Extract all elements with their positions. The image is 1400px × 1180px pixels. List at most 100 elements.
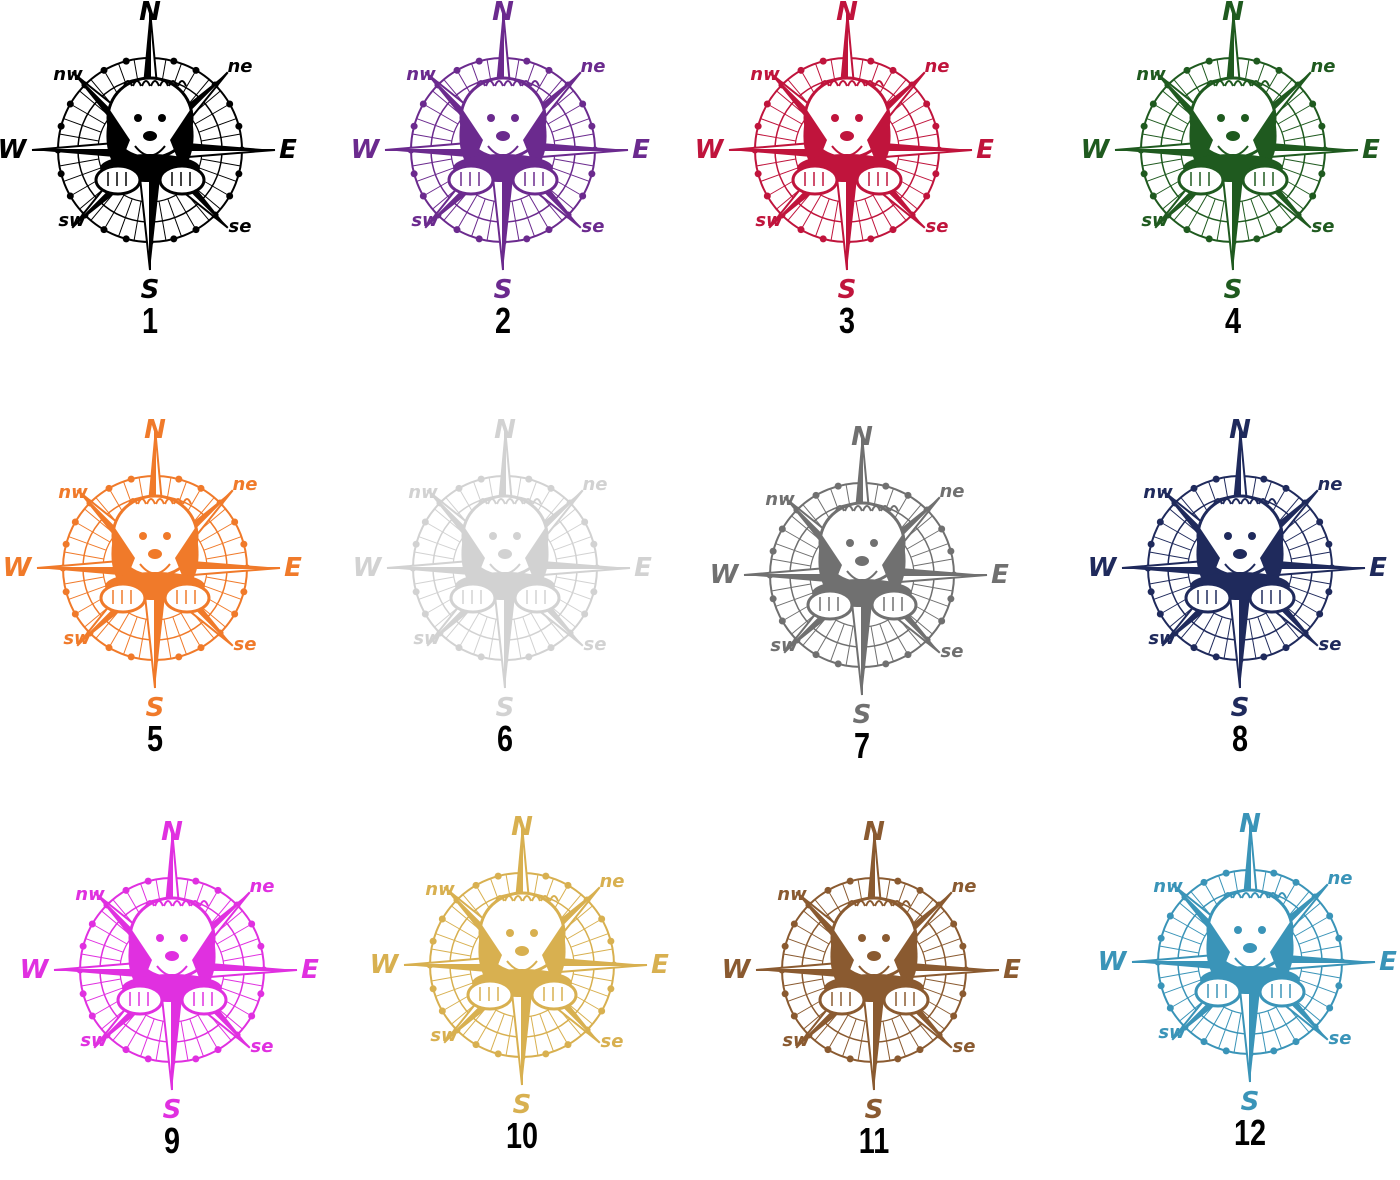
compass-label-s: S (496, 693, 515, 723)
compass-tick (830, 623, 845, 662)
compass-label-w: W (1088, 553, 1118, 583)
compass-tick (59, 133, 99, 142)
compass-tick (1301, 945, 1341, 954)
compass-tick (1142, 158, 1182, 167)
compass-rose-dog-illustration: N S E Wne nw se sw (370, 812, 669, 1120)
ring-dot (1325, 540, 1333, 548)
ring-dot (819, 235, 827, 243)
compass-tick (133, 201, 142, 241)
compass-label-s: S (838, 275, 857, 305)
compass-label-w: W (370, 950, 400, 980)
compass-label-ne: ne (582, 474, 607, 495)
compass-label-sw: sw (1158, 1022, 1186, 1043)
compass-tick (922, 987, 961, 1002)
compass-label-sw: sw (430, 1025, 458, 1046)
compass-tick (1233, 1013, 1242, 1053)
compass-label-w: W (351, 135, 381, 165)
ring-dot (62, 540, 70, 548)
compass-tick (1267, 1010, 1282, 1049)
compass-label-s: S (1224, 275, 1243, 305)
compass-tick (787, 938, 826, 953)
compass-label-e: E (1369, 553, 1387, 583)
compass-tick (1193, 612, 1215, 648)
ring-dot (542, 1050, 550, 1058)
compass-label-w: W (1081, 135, 1111, 165)
compass-tick (756, 133, 796, 142)
compass-tick (180, 1021, 189, 1061)
compass-tick (1298, 930, 1337, 945)
compass-label-e: E (1003, 955, 1021, 985)
compass-tick (85, 987, 124, 1002)
compass-label-e: E (632, 135, 650, 165)
compass-tick (81, 978, 121, 987)
compass-label-sw: sw (770, 635, 798, 656)
compass-label-e: E (976, 135, 994, 165)
compass-label-n: N (1222, 0, 1244, 27)
compass-tick (203, 585, 242, 600)
ring-dot (419, 100, 427, 108)
compass-tick (815, 619, 837, 655)
ring-dot (1318, 170, 1326, 178)
compass-tick (1298, 979, 1337, 994)
ring-dot (419, 192, 427, 200)
compass-tick (794, 923, 830, 945)
compass-label-se: se (234, 634, 257, 655)
ring-dot (1260, 475, 1268, 483)
compass-label-nw: nw (765, 489, 795, 510)
compass-tick (155, 1021, 164, 1061)
ring-dot (175, 475, 183, 483)
compass-label-se: se (953, 1036, 976, 1057)
ring-dot (122, 57, 130, 65)
ring-dot (1335, 934, 1343, 942)
ring-dot (57, 170, 65, 178)
compass-tick (864, 198, 879, 237)
compass-tick (1149, 551, 1189, 560)
ring-dot (819, 57, 827, 65)
compass-tick (473, 616, 488, 655)
ring-dot (79, 942, 87, 950)
compass-tick (830, 201, 839, 241)
compass-label-sw: sw (63, 628, 91, 649)
ring-dot (959, 942, 967, 950)
compass-tick (1163, 930, 1202, 945)
compass-tick (220, 938, 259, 953)
ring-dot (1205, 57, 1213, 65)
compass-tick (1284, 158, 1324, 167)
ring-dot (1212, 475, 1220, 483)
ring-dot (1222, 869, 1230, 877)
compass-label-n: N (1229, 415, 1251, 445)
ring-dot (1335, 982, 1343, 990)
compass-tick (898, 133, 938, 142)
ring-dot (523, 235, 531, 243)
variant-number: 3 (838, 300, 856, 341)
compass-label-se: se (1329, 1028, 1352, 1049)
compass-tick (1149, 576, 1189, 585)
ring-dot (438, 1007, 446, 1015)
compass-label-se: se (941, 641, 964, 662)
dog-illustration (116, 896, 228, 1016)
compass-tick (573, 948, 613, 957)
compass-tick (549, 521, 585, 543)
compass-label-ne: ne (227, 56, 252, 77)
compass-tick (167, 198, 182, 237)
compass-tick (1265, 612, 1287, 648)
compass-tick (442, 918, 478, 940)
ring-dot (429, 985, 437, 993)
compass-tick (414, 576, 454, 585)
compass-tick (547, 1009, 569, 1045)
ring-dot (122, 235, 130, 243)
ring-dot (1190, 484, 1198, 492)
ring-dot (781, 942, 789, 950)
compass-tick (895, 167, 934, 182)
compass-label-e: E (991, 560, 1009, 590)
compass-rose-dog-illustration: N S E Wne nw se sw (353, 415, 652, 723)
compass-label-ne: ne (951, 876, 976, 897)
compass-tick (435, 933, 474, 948)
compass-tick (163, 619, 172, 659)
compass-label-n: N (139, 0, 161, 27)
ring-dot (477, 475, 485, 483)
compass-tick (431, 948, 471, 957)
